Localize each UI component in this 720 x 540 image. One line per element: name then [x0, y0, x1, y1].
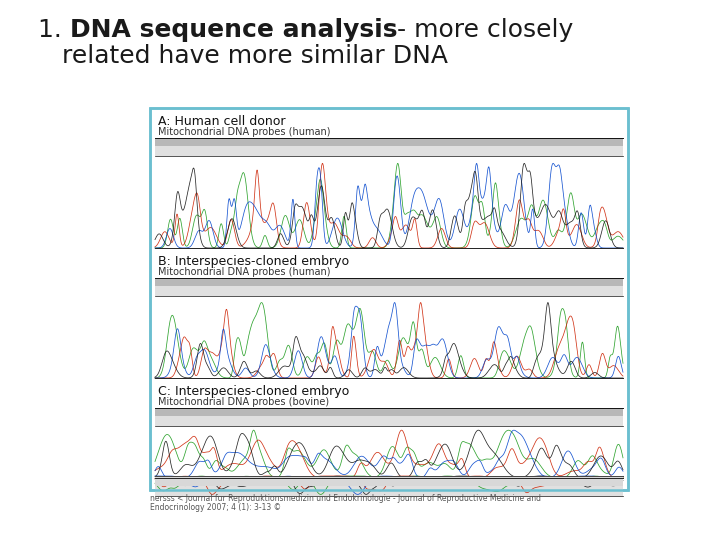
Text: B: Interspecies-cloned embryo: B: Interspecies-cloned embryo [158, 255, 349, 268]
Text: C: Interspecies-cloned embryo: C: Interspecies-cloned embryo [158, 385, 349, 398]
Text: - more closely: - more closely [397, 18, 574, 42]
Text: 1.: 1. [38, 18, 70, 42]
Text: Endocrinology 2007; 4 (1): 3-13 ©: Endocrinology 2007; 4 (1): 3-13 © [150, 503, 281, 512]
Bar [155, 286, 623, 296]
Bar [150, 108, 628, 490]
Text: Mitochondrial DNA probes (human): Mitochondrial DNA probes (human) [158, 127, 330, 137]
Bar [155, 478, 623, 486]
Text: A: Human cell donor: A: Human cell donor [158, 115, 286, 128]
Text: Mitochondrial DNA probes (bovine): Mitochondrial DNA probes (bovine) [158, 397, 329, 407]
Bar [155, 408, 623, 416]
Text: nersss < Journal fur Reproduktionsmedizin und Endokrinologie - Journal of Reprod: nersss < Journal fur Reproduktionsmedizi… [150, 494, 541, 503]
Text: Mitochondrial DNA probes (human): Mitochondrial DNA probes (human) [158, 267, 330, 277]
Bar [155, 486, 623, 496]
Bar [155, 416, 623, 426]
Text: related have more similar DNA: related have more similar DNA [38, 44, 448, 68]
Text: DNA sequence analysis: DNA sequence analysis [70, 18, 397, 42]
Bar [155, 138, 623, 146]
Bar [150, 108, 628, 490]
Bar [155, 476, 623, 486]
Bar [155, 278, 623, 286]
Bar [155, 146, 623, 156]
